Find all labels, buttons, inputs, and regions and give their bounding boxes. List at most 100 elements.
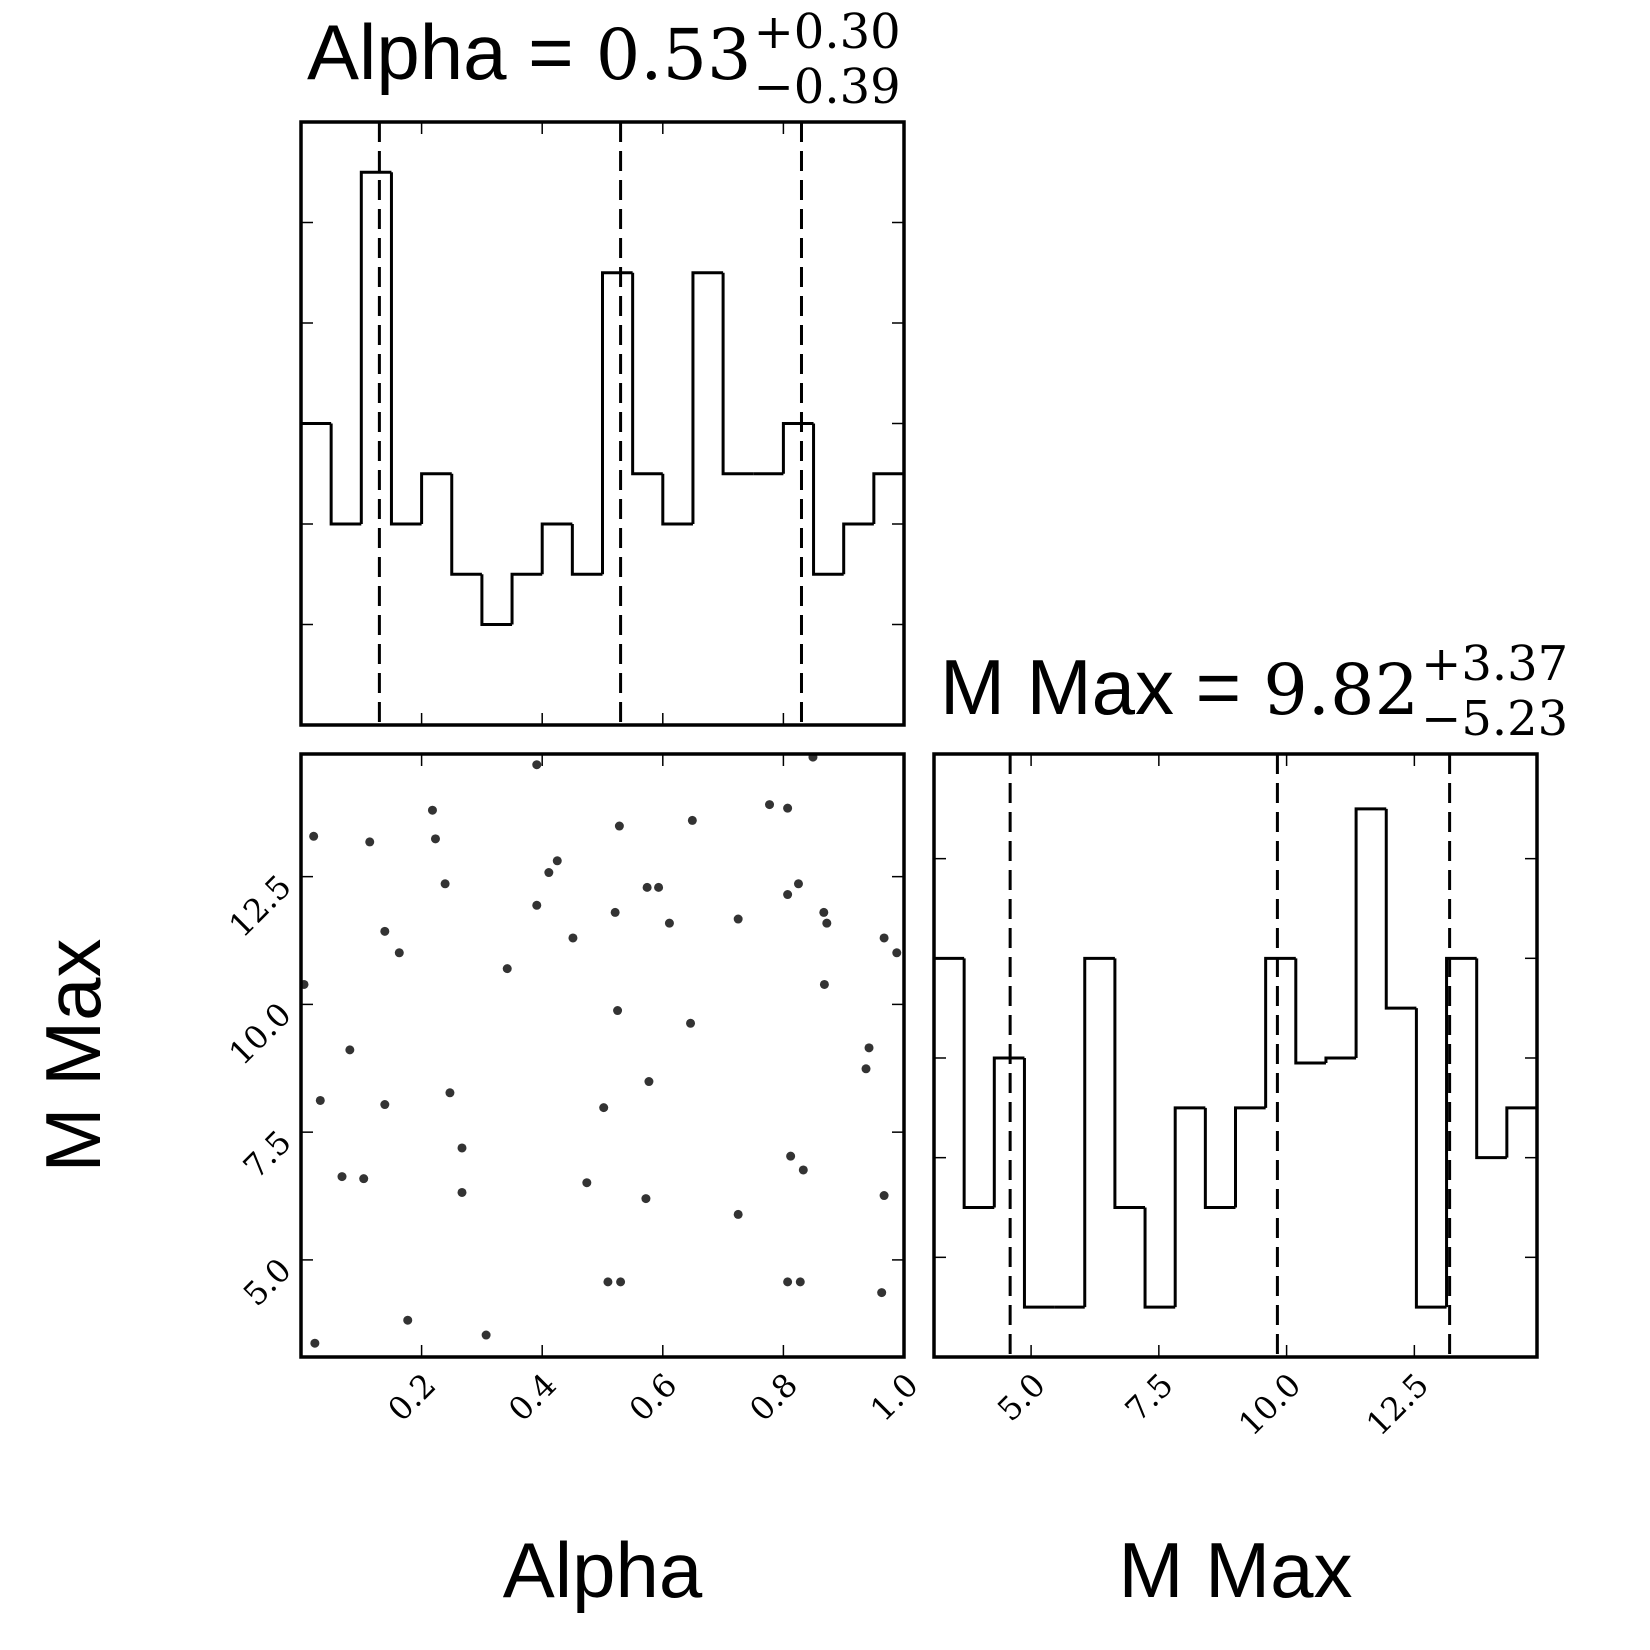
histogram-step	[842, 522, 874, 575]
scatter-point	[403, 1315, 413, 1325]
scatter-point	[879, 1191, 889, 1201]
y-tick-label: 5.0	[236, 1251, 299, 1314]
scatter-point	[879, 933, 889, 943]
histogram-step	[510, 572, 543, 625]
histogram-step	[1324, 1056, 1357, 1063]
scatter-point	[603, 1277, 613, 1287]
scatter-point	[532, 760, 542, 770]
axes-frame	[299, 120, 906, 727]
scatter-point	[445, 1088, 455, 1098]
scatter-point	[440, 879, 450, 889]
histogram-step	[1384, 808, 1417, 1010]
histogram-step	[631, 272, 663, 476]
x-tick-label: 1.0	[863, 1366, 926, 1429]
histogram-step	[992, 1056, 1025, 1208]
scatter-point	[457, 1187, 467, 1197]
scatter-point	[795, 1277, 805, 1287]
scatter-point	[359, 1174, 369, 1184]
scatter-point	[798, 1165, 808, 1175]
histogram-step	[1234, 1106, 1266, 1208]
histogram-step	[329, 423, 362, 526]
scatter-point	[380, 1100, 390, 1110]
histogram-step	[1083, 956, 1115, 1308]
histogram-step	[1143, 1207, 1176, 1309]
x-tick-label: 0.6	[622, 1366, 685, 1429]
scatter-point	[642, 882, 652, 892]
scatter-point	[783, 1277, 793, 1287]
scatter-point	[819, 907, 829, 917]
scatter-point	[687, 815, 697, 825]
y-tick-label: 7.5	[236, 1123, 299, 1186]
scatter-point	[892, 948, 902, 958]
scatter-point	[641, 1194, 651, 1204]
title-value: 0.53	[596, 14, 752, 96]
histogram-step	[962, 958, 995, 1209]
title-upper: +0.30	[754, 4, 901, 60]
scatter-point	[345, 1045, 355, 1055]
scatter-point	[457, 1143, 467, 1153]
scatter-point	[877, 1288, 887, 1298]
scatter-point	[427, 805, 437, 815]
histogram-step	[1203, 1107, 1236, 1209]
axes-frame	[299, 752, 906, 1359]
histogram-step	[691, 271, 724, 524]
scatter-point	[502, 964, 512, 974]
scatter-point	[532, 900, 542, 910]
histogram-step	[540, 522, 573, 575]
scatter-point	[315, 1095, 325, 1105]
scatter-point	[481, 1330, 491, 1340]
scatter-point	[793, 879, 803, 889]
histogram-step	[1264, 956, 1296, 1108]
scatter-point	[544, 868, 554, 878]
histogram-step	[872, 472, 904, 524]
title-name: M Max =	[940, 643, 1241, 731]
scatter-point	[365, 837, 375, 847]
histogram-step	[1475, 958, 1507, 1160]
scatter-point	[430, 834, 440, 844]
title-upper: +3.37	[1421, 636, 1568, 692]
scatter-point	[309, 831, 319, 841]
histogram-step	[1354, 807, 1387, 1058]
scatter-point	[819, 979, 829, 989]
histogram-step	[1414, 1008, 1447, 1309]
histogram-step	[1113, 958, 1146, 1209]
title-value: 9.82	[1263, 649, 1419, 731]
scatter-point	[861, 1064, 871, 1074]
scatter-point	[380, 926, 390, 936]
scatter-point	[599, 1103, 609, 1113]
scatter-point	[582, 1178, 592, 1188]
y-axis-label: M Max	[29, 939, 117, 1173]
histogram-step	[389, 172, 422, 526]
histogram-step	[1294, 958, 1326, 1065]
x-axis-label: Alpha	[503, 1526, 703, 1614]
histogram-step	[1173, 1106, 1206, 1308]
histogram-step	[480, 574, 513, 626]
scatter-point	[664, 918, 674, 928]
x-tick-label: 0.8	[742, 1366, 805, 1429]
scatter-point	[733, 1209, 743, 1219]
scatter-point	[864, 1043, 874, 1053]
axes-frame	[932, 752, 1539, 1359]
y-tick-label: 12.5	[221, 867, 298, 944]
title-lower: −0.39	[754, 59, 901, 115]
scatter-point	[616, 1277, 626, 1287]
x-axis-label: M Max	[1119, 1526, 1353, 1614]
scatter-point	[614, 821, 624, 831]
scatter-point	[786, 1151, 796, 1161]
scatter-point	[783, 890, 793, 900]
x-tick-label: 12.5	[1359, 1366, 1436, 1443]
histogram-step	[1445, 956, 1477, 1308]
scatter-point	[310, 1338, 320, 1348]
scatter-point	[654, 882, 664, 892]
title-name: Alpha =	[307, 8, 574, 96]
histogram-step	[721, 272, 754, 476]
scatter-point	[610, 907, 620, 917]
histogram-step	[1505, 1106, 1537, 1158]
histogram-step	[661, 473, 693, 526]
title-lower: −5.23	[1421, 691, 1568, 747]
scatter-point	[613, 1006, 623, 1016]
scatter-point	[733, 914, 743, 924]
scatter-point	[644, 1077, 654, 1087]
scatter-point	[822, 918, 832, 928]
